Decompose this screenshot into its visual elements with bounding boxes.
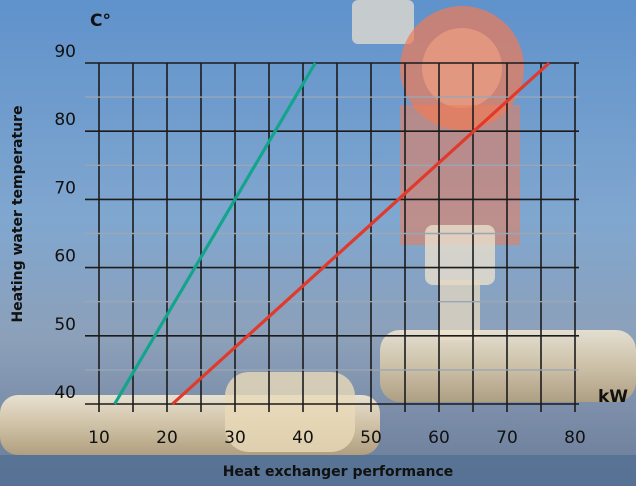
- x-tick-label: 40: [292, 428, 314, 448]
- background-bottom-band: [0, 455, 636, 486]
- x-tick-label: 30: [224, 428, 246, 448]
- x-tick-label: 80: [564, 428, 586, 448]
- pump-rotor-face: [422, 28, 502, 108]
- x-tick-label: 60: [428, 428, 450, 448]
- y-unit-label: C°: [90, 11, 111, 31]
- x-unit-label: kW: [598, 387, 628, 407]
- pipe-right: [380, 330, 636, 402]
- x-axis-title: Heat exchanger performance: [223, 464, 454, 480]
- chart-series: [113, 61, 551, 406]
- chart-grid: [85, 62, 579, 412]
- pump-valve-nut: [425, 225, 495, 285]
- y-tick-label: 40: [54, 383, 76, 403]
- y-axis-title: Heating water temperature: [10, 105, 26, 322]
- y-tick-label: 50: [54, 315, 76, 335]
- x-tick-label: 20: [156, 428, 178, 448]
- series-line-2: [171, 61, 551, 406]
- pump-body: [400, 105, 520, 245]
- y-tick-label: 90: [54, 42, 76, 62]
- y-tick-labels: 40 50 60 70 80 90: [54, 42, 76, 403]
- pump-top-fitting: [352, 0, 414, 44]
- x-tick-label: 50: [360, 428, 382, 448]
- y-tick-label: 80: [54, 110, 76, 130]
- series-line-1: [113, 62, 317, 405]
- x-tick-label: 70: [496, 428, 518, 448]
- x-tick-label: 10: [88, 428, 110, 448]
- y-tick-label: 70: [54, 178, 76, 198]
- pipe-elbow: [225, 372, 355, 452]
- x-tick-labels: 10 20 30 40 50 60 70 80: [88, 428, 586, 448]
- y-tick-label: 60: [54, 247, 76, 267]
